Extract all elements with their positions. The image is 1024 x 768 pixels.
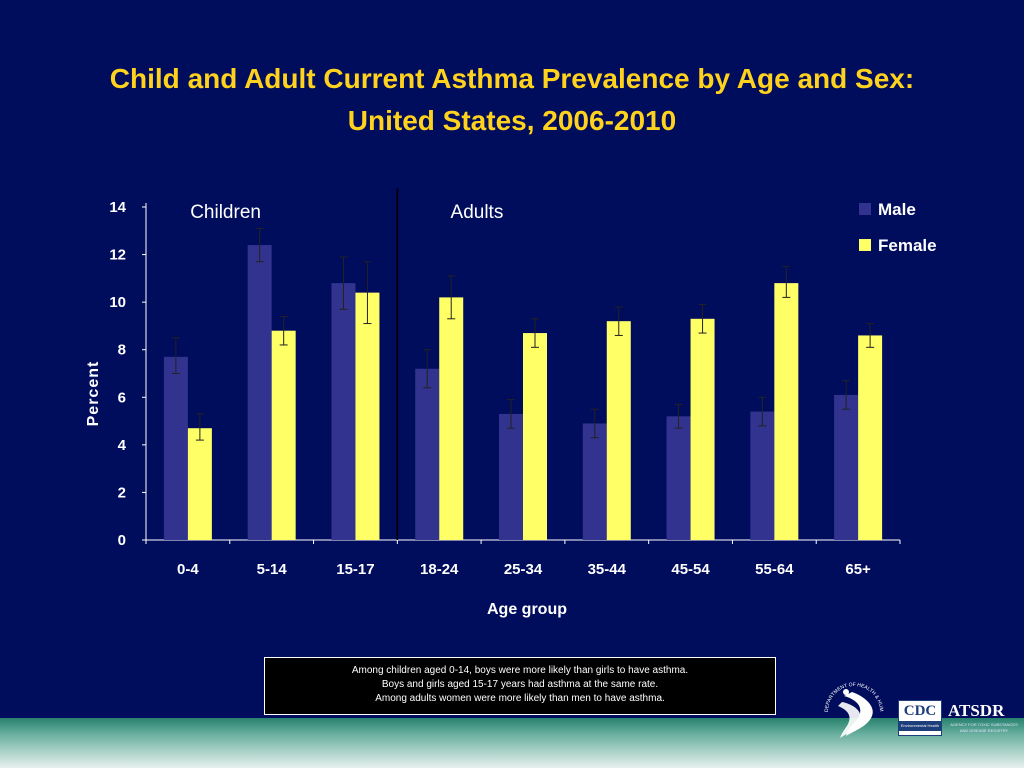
y-tick-label: 4 — [118, 437, 127, 454]
summary-note: Among children aged 0-14, boys were more… — [264, 657, 776, 715]
y-tick-label: 12 — [109, 247, 126, 264]
bar-male — [247, 245, 272, 541]
bar-male — [582, 423, 607, 540]
legend-label-female: Female — [878, 236, 937, 255]
y-tick-label: 8 — [118, 342, 126, 359]
x-tick-label: 35-44 — [588, 561, 627, 578]
y-tick-label: 2 — [118, 484, 126, 501]
bar-male — [750, 411, 775, 540]
note-line-2: Boys and girls aged 15-17 years had asth… — [381, 679, 659, 690]
bar-female — [187, 428, 212, 540]
note-line-1: Among children aged 0-14, boys were more… — [351, 665, 689, 676]
cdc-logo: CDC Environmental Health — [898, 700, 942, 736]
bar-female — [690, 318, 715, 540]
bar-female — [355, 292, 380, 540]
cdc-logo-subtext: Environmental Health — [899, 721, 941, 731]
group-label: Adults — [451, 202, 504, 223]
x-tick-label: 55-64 — [755, 561, 794, 578]
x-tick-label: 5-14 — [257, 561, 288, 578]
y-tick-label: 6 — [118, 389, 126, 406]
x-tick-label: 45-54 — [671, 561, 710, 578]
cdc-logo-text: CDC — [903, 703, 937, 719]
bar-male — [666, 416, 691, 540]
x-tick-label: 25-34 — [504, 561, 543, 578]
bar-male — [163, 356, 188, 540]
bar-female — [858, 335, 883, 540]
bar-male — [834, 394, 859, 540]
bar-female — [439, 297, 464, 540]
atsdr-logo-subtext: AGENCY FOR TOXIC SUBSTANCES AND DISEASE … — [950, 722, 1018, 733]
bar-female — [606, 321, 631, 540]
group-label: Children — [190, 202, 261, 223]
title-line-2: United States, 2006-2010 — [347, 105, 677, 136]
bar-female — [271, 330, 296, 540]
atsdr-logo: ATSDR AGENCY FOR TOXIC SUBSTANCES AND DI… — [948, 700, 1020, 740]
x-tick-label: 15-17 — [336, 561, 374, 578]
note-line-3: Among adults women were more likely than… — [375, 693, 665, 704]
legend-swatch-female — [859, 239, 871, 251]
x-axis-title: Age group — [487, 601, 567, 618]
x-tick-label: 65+ — [845, 561, 871, 578]
legend-label-male: Male — [878, 200, 916, 219]
y-tick-label: 14 — [109, 199, 126, 216]
bar-male — [331, 283, 356, 540]
chart-title: Child and Adult Current Asthma Prevalenc… — [40, 58, 984, 142]
bar-female — [774, 283, 799, 540]
title-line-1: Child and Adult Current Asthma Prevalenc… — [109, 63, 915, 94]
atsdr-logo-text: ATSDR — [948, 701, 1005, 720]
bar-chart: 0 2 4 6 8 10 12 14 Percent Age group Children Adult… — [85, 188, 937, 618]
y-tick-label: 0 — [118, 532, 126, 549]
bar-male — [499, 413, 523, 540]
legend-swatch-male — [859, 203, 871, 215]
x-tick-label: 0-4 — [177, 561, 199, 578]
bar-female — [523, 333, 547, 540]
hhs-seal-logo: DEPARTMENT OF HEALTH & HUMAN SERVICES · … — [818, 666, 884, 738]
bar-male — [415, 368, 440, 540]
y-axis-title: Percent — [85, 361, 102, 427]
y-tick-label: 10 — [109, 294, 126, 311]
x-tick-label: 18-24 — [420, 561, 459, 578]
